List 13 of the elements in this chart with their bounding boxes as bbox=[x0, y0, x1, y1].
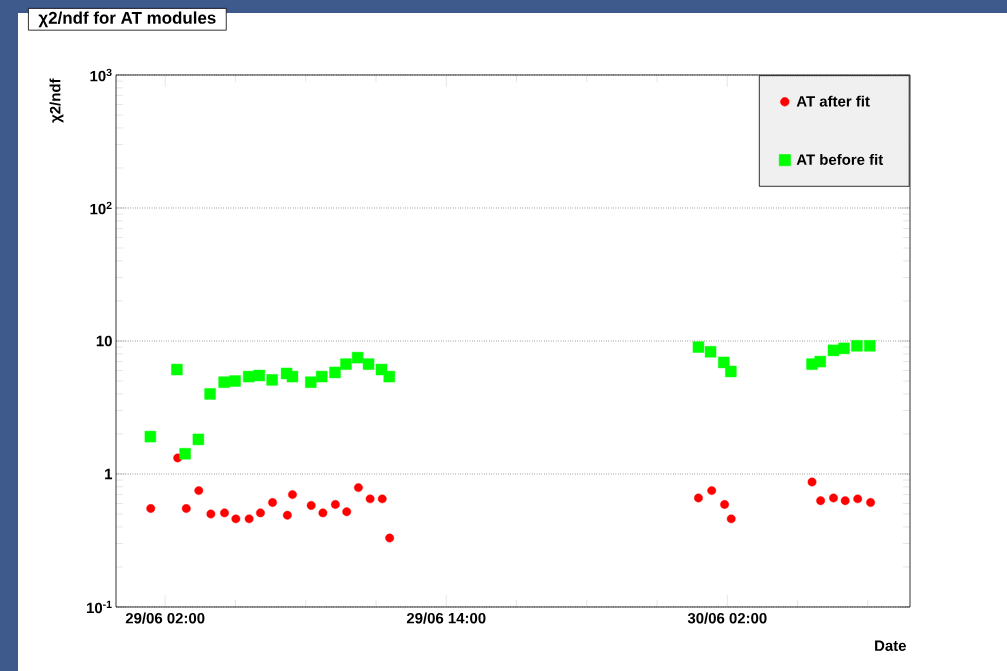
chart-title: χ2/ndf for AT modules bbox=[38, 11, 216, 28]
x-tick-label: 29/06 14:00 bbox=[406, 612, 486, 624]
y-axis-title: χ2/ndf bbox=[49, 78, 64, 123]
y-tick-label: 10$^{2}$ bbox=[90, 201, 112, 215]
legend-label: AT after fit bbox=[796, 95, 870, 107]
x-axis-title: Date bbox=[875, 640, 906, 651]
y-tick-label: 10 bbox=[96, 335, 112, 347]
y-tick-label: 1 bbox=[105, 468, 113, 480]
y-tick-label: 10$^{3}$ bbox=[90, 68, 112, 82]
x-tick-label: 30/06 02:00 bbox=[687, 612, 767, 624]
y-tick-label: 10$^{-1}$ bbox=[87, 600, 112, 614]
legend-label: AT before fit bbox=[796, 153, 884, 165]
x-tick-label: 29/06 02:00 bbox=[125, 612, 205, 624]
